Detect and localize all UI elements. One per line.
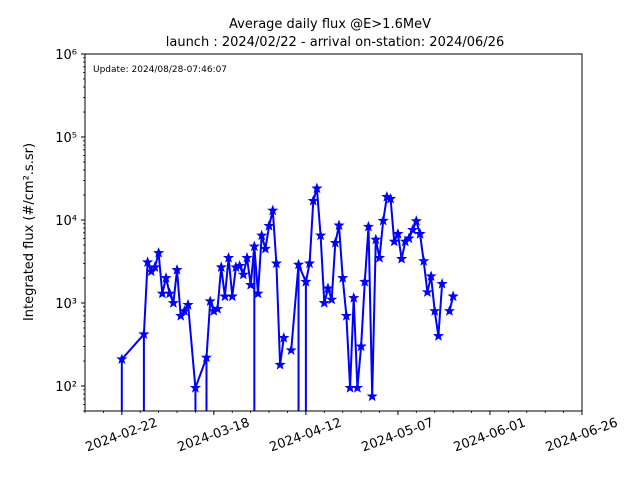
x-tick-label: 2024-02-22 — [84, 415, 160, 455]
data-point — [138, 328, 150, 339]
y-tick-label: 10⁵ — [55, 131, 77, 146]
data-point — [388, 235, 400, 247]
data-point — [311, 182, 323, 194]
x-tick-label: 2024-05-07 — [360, 415, 436, 455]
data-point — [189, 382, 202, 393]
data-point — [418, 255, 430, 266]
data-point — [204, 295, 216, 306]
y-axis: 10² 10³ 10⁴ 10⁵ 10⁶ — [55, 48, 85, 412]
data-point — [164, 287, 176, 299]
data-point — [234, 260, 246, 271]
chart-title: Average daily flux @E>1.6MeV — [229, 17, 431, 32]
data-point — [322, 282, 334, 294]
data-point — [274, 358, 286, 370]
data-point — [149, 261, 161, 273]
data-point — [351, 382, 364, 393]
data-point — [447, 290, 459, 302]
data-point — [329, 237, 341, 248]
data-point — [270, 257, 283, 269]
data-point — [315, 229, 327, 241]
data-point — [211, 303, 224, 314]
data-point — [259, 242, 271, 254]
data-point — [344, 382, 356, 393]
data-point — [359, 275, 371, 287]
data-point — [432, 330, 445, 341]
data-point — [256, 229, 268, 241]
y-axis-label: Integrated flux (#/cm².s.sr) — [22, 143, 37, 321]
data-point — [226, 290, 238, 302]
x-axis: 2024-02-22 2024-03-18 2024-04-12 2024-05-07… — [84, 411, 620, 455]
data-point — [307, 195, 319, 206]
data-point — [237, 268, 249, 280]
chart-subtitle: launch : 2024/02/22 - arrival on-station… — [166, 35, 504, 50]
series-line — [290, 187, 444, 398]
data-point — [370, 233, 382, 245]
data-point — [373, 252, 386, 263]
data-point — [303, 257, 316, 269]
x-tick-label: 2024-06-26 — [544, 415, 620, 455]
x-tick-label: 2024-04-12 — [268, 415, 344, 455]
data-point — [377, 214, 389, 226]
x-tick-label: 2024-03-18 — [176, 415, 252, 455]
data-point — [182, 299, 194, 310]
data-point — [392, 228, 404, 239]
y-tick-label: 10⁶ — [55, 48, 77, 63]
data-point — [333, 219, 345, 231]
data-point — [425, 270, 437, 281]
data-point — [436, 278, 448, 289]
data-point — [222, 252, 235, 263]
data-point — [348, 292, 360, 303]
data-point — [215, 261, 227, 273]
data-point — [219, 290, 231, 302]
data-point — [171, 264, 183, 275]
update-annotation: Update: 2024/08/28-07:46:07 — [93, 65, 227, 75]
data-point — [414, 228, 426, 239]
y-tick-label: 10² — [55, 380, 77, 395]
data-point — [337, 272, 349, 283]
data-point — [200, 351, 213, 363]
series-layer — [116, 182, 459, 411]
y-tick-label: 10³ — [55, 297, 77, 312]
data-point — [116, 353, 128, 364]
data-point — [355, 340, 367, 352]
data-point — [245, 279, 257, 290]
data-point — [160, 272, 172, 283]
data-point — [293, 258, 305, 270]
data-point — [366, 390, 378, 402]
data-point — [421, 286, 433, 297]
data-point — [326, 293, 338, 305]
data-point — [141, 256, 154, 268]
data-point — [241, 252, 253, 263]
data-point — [300, 275, 312, 287]
data-point — [407, 224, 419, 235]
data-point — [263, 220, 275, 231]
data-point — [429, 305, 441, 316]
x-tick-label: 2024-06-01 — [452, 415, 528, 455]
data-point — [396, 253, 408, 264]
data-point — [285, 344, 297, 356]
data-point — [248, 240, 260, 252]
data-point — [145, 265, 157, 277]
data-point — [443, 305, 456, 316]
data-point — [362, 220, 374, 232]
data-point — [175, 310, 187, 321]
data-point — [153, 247, 165, 258]
data-point — [252, 287, 264, 299]
data-point — [318, 297, 330, 308]
data-point — [410, 215, 422, 226]
plot-frame — [84, 53, 583, 412]
data-point — [278, 332, 290, 343]
y-tick-label: 10⁴ — [55, 214, 77, 229]
data-point — [156, 287, 168, 299]
data-point — [340, 310, 352, 321]
data-point — [267, 204, 279, 216]
data-point — [167, 297, 179, 308]
data-point — [403, 232, 415, 244]
data-point — [384, 192, 397, 204]
data-point — [178, 305, 191, 316]
